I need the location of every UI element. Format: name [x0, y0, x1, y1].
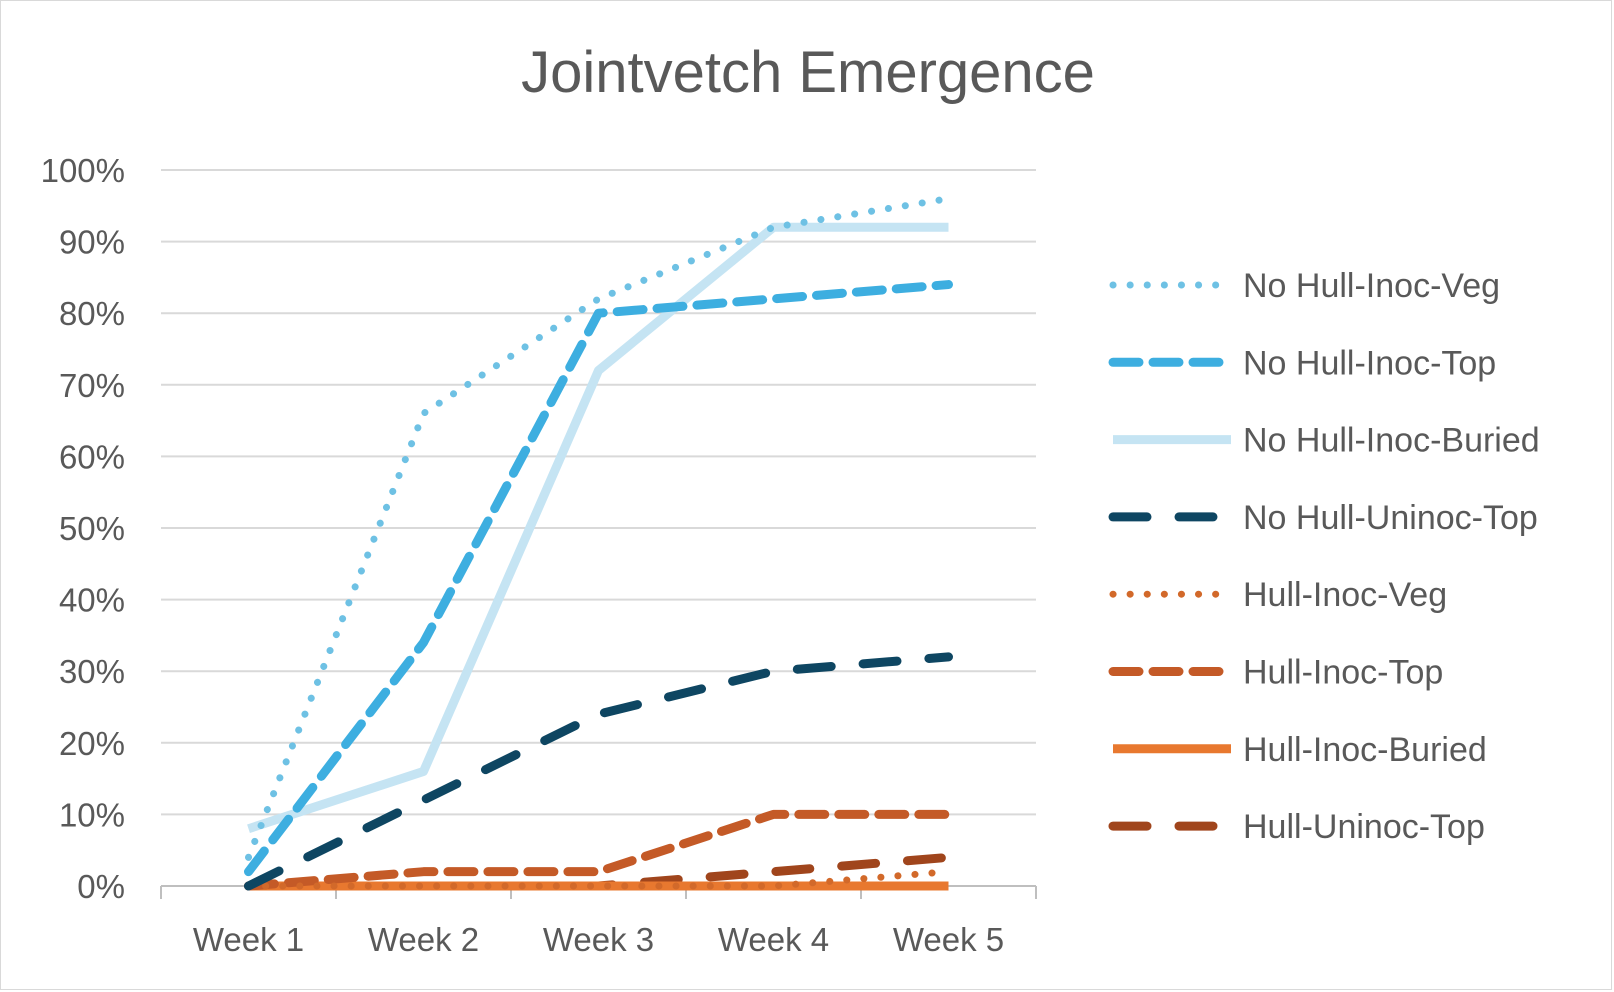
- y-tick-label: 70%: [59, 367, 125, 404]
- legend-label: Hull-Inoc-Buried: [1243, 731, 1487, 769]
- gridlines: [161, 169, 1036, 816]
- legend-item: Hull-Inoc-Veg: [1109, 576, 1447, 614]
- y-tick-label: 40%: [59, 582, 125, 619]
- y-tick-label: 10%: [59, 796, 125, 833]
- legend-item: No Hull-Inoc-Buried: [1113, 422, 1540, 460]
- legend-label: No Hull-Inoc-Veg: [1243, 267, 1500, 305]
- legend-item: No Hull-Inoc-Top: [1108, 344, 1496, 382]
- legend-item: Hull-Inoc-Buried: [1113, 731, 1487, 769]
- legend-label: No Hull-Inoc-Top: [1243, 344, 1496, 382]
- legend: No Hull-Inoc-Veg No Hull-Inoc-Top No Hull-…: [1108, 267, 1540, 846]
- legend-label: No Hull-Inoc-Buried: [1243, 422, 1540, 460]
- y-tick-label: 20%: [59, 725, 125, 762]
- y-tick-label: 50%: [59, 510, 125, 547]
- series-line-no-hull-inoc-top: [244, 280, 953, 877]
- legend-label: Hull-Inoc-Top: [1243, 654, 1443, 692]
- x-tick-label: Week 4: [718, 921, 829, 958]
- series-line-no-hull-inoc-buried: [247, 222, 949, 833]
- y-tick-label: 80%: [59, 295, 125, 332]
- chart-title: Jointvetch Emergence: [521, 40, 1095, 105]
- series-line-hull-inoc-top: [244, 809, 953, 891]
- legend-item: Hull-Inoc-Top: [1108, 654, 1443, 692]
- x-tick-label: Week 3: [543, 921, 654, 958]
- legend-item: Hull-Uninoc-Top: [1108, 808, 1485, 846]
- legend-label: Hull-Inoc-Veg: [1243, 576, 1447, 614]
- series-line-hull-inoc-veg: [245, 868, 952, 890]
- legend-label: Hull-Uninoc-Top: [1243, 808, 1485, 846]
- series-line-no-hull-uninoc-top: [244, 652, 953, 891]
- y-tick-label: 30%: [59, 653, 125, 690]
- y-tick-label: 0%: [77, 868, 125, 905]
- x-tick-label: Week 5: [893, 921, 1004, 958]
- y-tick-label: 60%: [59, 438, 125, 475]
- y-tick-label: 100%: [41, 152, 125, 189]
- x-tick-label: Week 2: [368, 921, 479, 958]
- y-tick-label: 90%: [59, 224, 125, 261]
- legend-item: No Hull-Inoc-Veg: [1109, 267, 1500, 305]
- series-lines: [244, 195, 953, 891]
- x-tick-label: Week 1: [193, 921, 304, 958]
- series-line-no-hull-inoc-veg: [245, 195, 952, 861]
- legend-label: No Hull-Uninoc-Top: [1243, 499, 1538, 537]
- legend-item: No Hull-Uninoc-Top: [1108, 499, 1538, 537]
